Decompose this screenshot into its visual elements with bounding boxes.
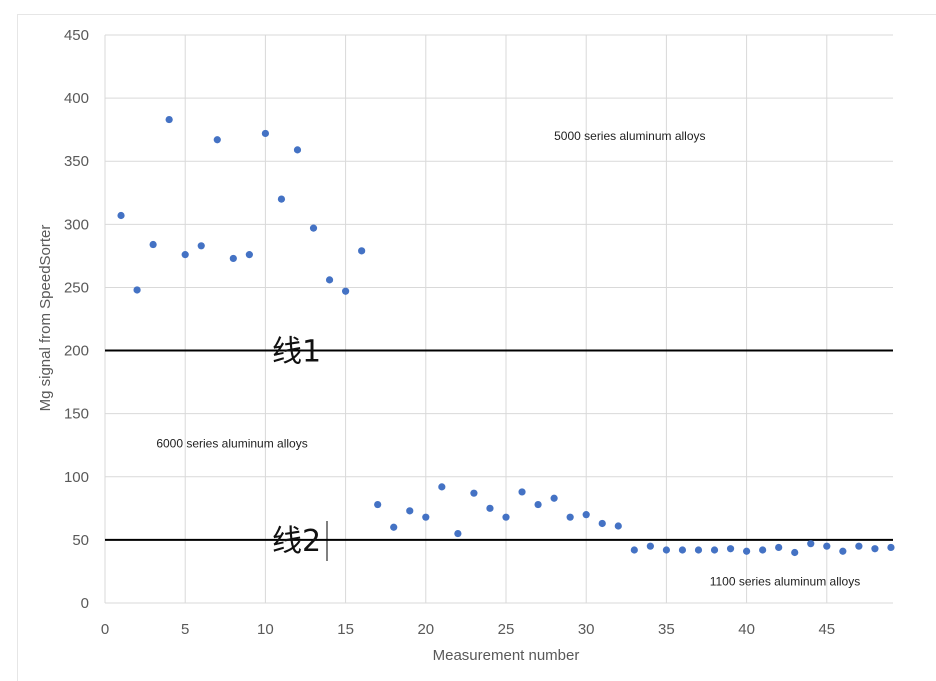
data-point — [502, 513, 510, 521]
data-point — [598, 519, 606, 528]
data-point — [534, 500, 542, 509]
data-point — [582, 511, 590, 519]
data-point — [710, 546, 719, 554]
reference-line-label-2: 线2 — [272, 524, 321, 559]
data-point — [245, 251, 253, 259]
y-tick-label: 200 — [64, 343, 89, 360]
x-axis-label: Measurement number — [433, 647, 580, 664]
data-point — [791, 548, 799, 557]
x-axis-ticks: 0 5 10 15 20 25 30 35 40 45 — [101, 621, 835, 638]
x-tick-label: 45 — [818, 621, 835, 638]
reference-lines: 线1 线2 — [105, 335, 893, 561]
data-point — [165, 115, 173, 124]
data-point — [438, 483, 446, 491]
data-point — [518, 488, 526, 496]
data-point — [887, 543, 895, 552]
data-point — [133, 286, 141, 294]
data-point — [325, 276, 334, 284]
data-point — [374, 500, 382, 509]
y-tick-label: 50 — [72, 532, 89, 549]
data-point — [342, 287, 350, 295]
x-tick-label: 25 — [498, 621, 515, 638]
data-point — [726, 545, 735, 553]
data-point — [855, 542, 863, 550]
series-annotation: 5000 series aluminum alloys — [554, 129, 705, 143]
data-point — [486, 504, 494, 512]
data-point — [839, 547, 847, 555]
reference-line-label-1: 线1 — [272, 335, 321, 370]
x-tick-label: 10 — [257, 621, 274, 638]
x-tick-label: 35 — [658, 621, 675, 638]
data-point — [454, 529, 462, 538]
y-tick-label: 0 — [81, 595, 89, 612]
data-point — [694, 546, 703, 554]
chart-frame — [17, 14, 936, 681]
data-point — [277, 195, 286, 203]
annotations: 5000 series aluminum alloys 6000 series a… — [156, 129, 860, 589]
data-point — [181, 251, 189, 259]
x-tick-label: 40 — [738, 621, 755, 638]
x-tick-label: 5 — [181, 621, 189, 638]
grid-lines — [104, 34, 893, 604]
data-point — [823, 542, 831, 550]
data-point — [678, 546, 687, 554]
data-point — [149, 240, 157, 249]
data-point — [309, 224, 318, 232]
data-point — [614, 522, 622, 530]
data-points — [117, 115, 895, 557]
data-point — [197, 242, 205, 250]
y-tick-label: 450 — [64, 27, 89, 44]
y-axis-ticks: 0 50 100 150 200 250 300 350 400 450 — [64, 27, 89, 612]
data-point — [630, 546, 638, 554]
data-point — [807, 540, 815, 548]
y-tick-label: 300 — [64, 216, 89, 233]
data-point — [261, 129, 269, 138]
data-point — [229, 254, 237, 263]
x-tick-label: 20 — [417, 621, 434, 638]
y-tick-label: 400 — [64, 90, 89, 107]
data-point — [550, 494, 558, 502]
data-point — [759, 546, 767, 554]
x-tick-label: 30 — [578, 621, 595, 638]
data-point — [646, 542, 654, 550]
data-point — [422, 513, 430, 521]
data-point — [566, 513, 574, 521]
data-point — [293, 146, 302, 154]
series-annotation: 1100 series aluminum alloys — [710, 574, 861, 588]
y-tick-label: 100 — [64, 469, 89, 486]
data-point — [662, 546, 671, 554]
data-point — [871, 545, 879, 553]
data-point — [117, 211, 125, 220]
data-point — [406, 507, 414, 515]
data-point — [775, 543, 783, 552]
data-point — [358, 247, 366, 255]
data-point — [743, 547, 751, 555]
data-point — [390, 523, 398, 531]
y-axis-label: Mg signal from SpeedSorter — [37, 225, 54, 412]
x-tick-label: 0 — [101, 621, 109, 638]
data-point — [213, 136, 221, 144]
x-tick-label: 15 — [337, 621, 354, 638]
y-tick-label: 150 — [64, 406, 89, 423]
y-tick-label: 250 — [64, 279, 89, 296]
y-tick-label: 350 — [64, 153, 89, 170]
series-annotation: 6000 series aluminum alloys — [156, 437, 307, 451]
data-point — [470, 489, 478, 497]
